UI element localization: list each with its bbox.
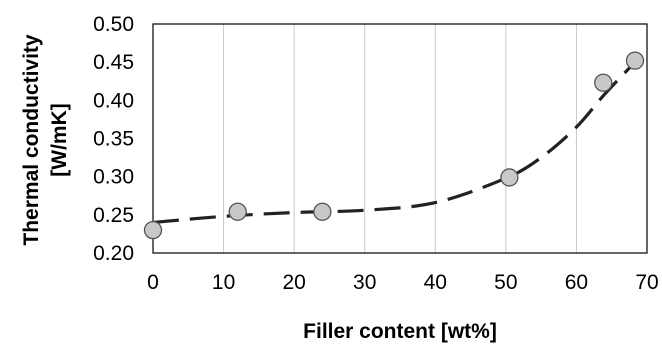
y-tick-label: 0.45 — [93, 51, 134, 74]
x-tick-label: 20 — [282, 271, 305, 294]
data-point — [143, 220, 163, 240]
y-tick-label: 0.50 — [93, 13, 134, 36]
x-tick-labels: 0 10 20 30 40 50 60 70 — [147, 271, 659, 294]
y-tick-label: 0.40 — [93, 89, 134, 112]
y-tick-label: 0.25 — [93, 204, 134, 227]
data-point — [594, 73, 613, 92]
data-point — [228, 202, 247, 221]
y-axis-title-line-2: [W/mK] — [48, 103, 71, 176]
x-tick-label: 0 — [147, 271, 159, 294]
plot-area-frame — [152, 23, 648, 254]
data-point — [313, 202, 332, 221]
grid-lines — [223, 24, 577, 253]
x-tick-label: 50 — [494, 271, 517, 294]
y-axis-title-line-1: Thermal conductivity — [20, 34, 43, 246]
y-tick-label: 0.30 — [93, 166, 134, 189]
y-tick-labels: 0.20 0.25 0.30 0.35 0.40 0.45 0.50 — [93, 13, 134, 265]
trend-layer — [152, 61, 637, 225]
x-tick-label: 70 — [635, 271, 658, 294]
x-tick-label: 10 — [212, 271, 235, 294]
trendline — [152, 61, 637, 225]
x-tick-label: 30 — [353, 271, 376, 294]
data-point — [500, 168, 519, 187]
x-tick-label: 40 — [424, 271, 447, 294]
x-axis-title: Filler content [wt%] — [303, 320, 497, 343]
y-tick-label: 0.20 — [93, 242, 134, 265]
data-point — [625, 51, 645, 70]
x-tick-label: 60 — [565, 271, 588, 294]
marker-layer — [143, 51, 645, 240]
y-tick-label: 0.35 — [93, 128, 134, 151]
